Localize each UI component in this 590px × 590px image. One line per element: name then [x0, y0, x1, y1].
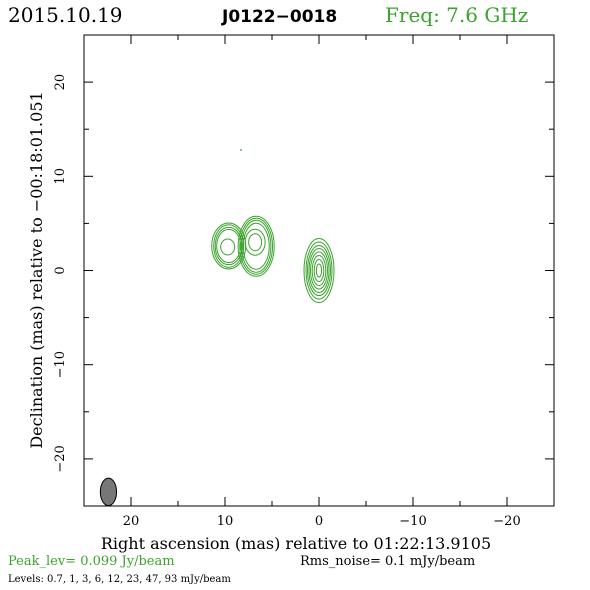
contour-jet-outer	[216, 228, 242, 264]
beam-ellipse	[99, 477, 118, 507]
beam-shape	[99, 477, 118, 507]
contour-jet-outer	[213, 224, 245, 268]
x-axis-label: Right ascension (mas) relative to 01:22:…	[101, 534, 491, 553]
contour-jet-outer	[214, 226, 243, 266]
y-tick-label: −20	[53, 445, 68, 472]
contour-core	[308, 248, 330, 294]
contour-jet-peak	[248, 233, 263, 252]
rms-noise: Rms_noise= 0.1 mJy/beam	[300, 554, 475, 569]
contour-core	[307, 245, 331, 297]
x-tick-label: 20	[123, 514, 140, 529]
y-axis-label: Declination (mas) relative to −00:18:01.…	[27, 91, 46, 448]
axis-tick-labels: 20 10 0 −10 −20 20 10 0 −10 −20	[53, 74, 521, 529]
y-tick-label: 10	[53, 168, 68, 185]
frequency-label: Freq: 7.6 GHz	[385, 3, 528, 27]
epoch-date: 2015.10.19	[8, 3, 123, 27]
axis-ticks	[83, 34, 555, 507]
contour-core	[315, 263, 323, 278]
contour-core	[303, 238, 335, 304]
contour-jet-inner	[240, 219, 272, 273]
contour-lines	[211, 149, 335, 304]
source-name: J0122−0018	[221, 7, 337, 27]
x-tick-label: 0	[315, 514, 323, 529]
contour-jet-peak	[244, 228, 266, 256]
y-tick-label: 0	[53, 266, 68, 274]
contour-jet-inner	[242, 222, 270, 270]
contour-jet-inner	[237, 215, 275, 277]
contour-core	[313, 259, 325, 283]
contour-core	[310, 251, 328, 290]
x-tick-label: −10	[399, 514, 426, 529]
contour-jet-inner	[239, 217, 274, 275]
contour-jet-outer-peak	[220, 238, 236, 256]
y-tick-label: −10	[53, 351, 68, 378]
contour-core	[305, 241, 333, 300]
plot-frame	[83, 34, 555, 507]
contour-core	[311, 255, 327, 287]
x-tick-label: −20	[493, 514, 520, 529]
peak-level: Peak_lev= 0.099 Jy/beam	[8, 554, 175, 569]
contour-levels: Levels: 0.7, 1, 3, 6, 12, 23, 47, 93 mJy…	[8, 574, 231, 585]
y-tick-label: 20	[53, 74, 68, 91]
x-tick-label: 10	[217, 514, 234, 529]
